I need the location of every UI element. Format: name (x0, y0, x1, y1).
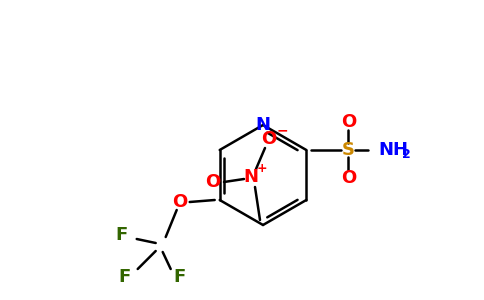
Text: N: N (243, 168, 258, 186)
Text: O: O (261, 130, 277, 148)
Text: 2: 2 (402, 148, 411, 161)
Text: O: O (341, 113, 356, 131)
Text: +: + (257, 161, 267, 175)
Text: NH: NH (378, 141, 408, 159)
Text: F: F (116, 226, 128, 244)
Text: O: O (205, 173, 221, 191)
Text: O: O (341, 169, 356, 187)
Text: F: F (174, 268, 186, 286)
Text: N: N (256, 116, 271, 134)
Text: −: − (276, 123, 288, 137)
Text: F: F (119, 268, 131, 286)
Text: S: S (342, 141, 355, 159)
Text: O: O (172, 193, 187, 211)
